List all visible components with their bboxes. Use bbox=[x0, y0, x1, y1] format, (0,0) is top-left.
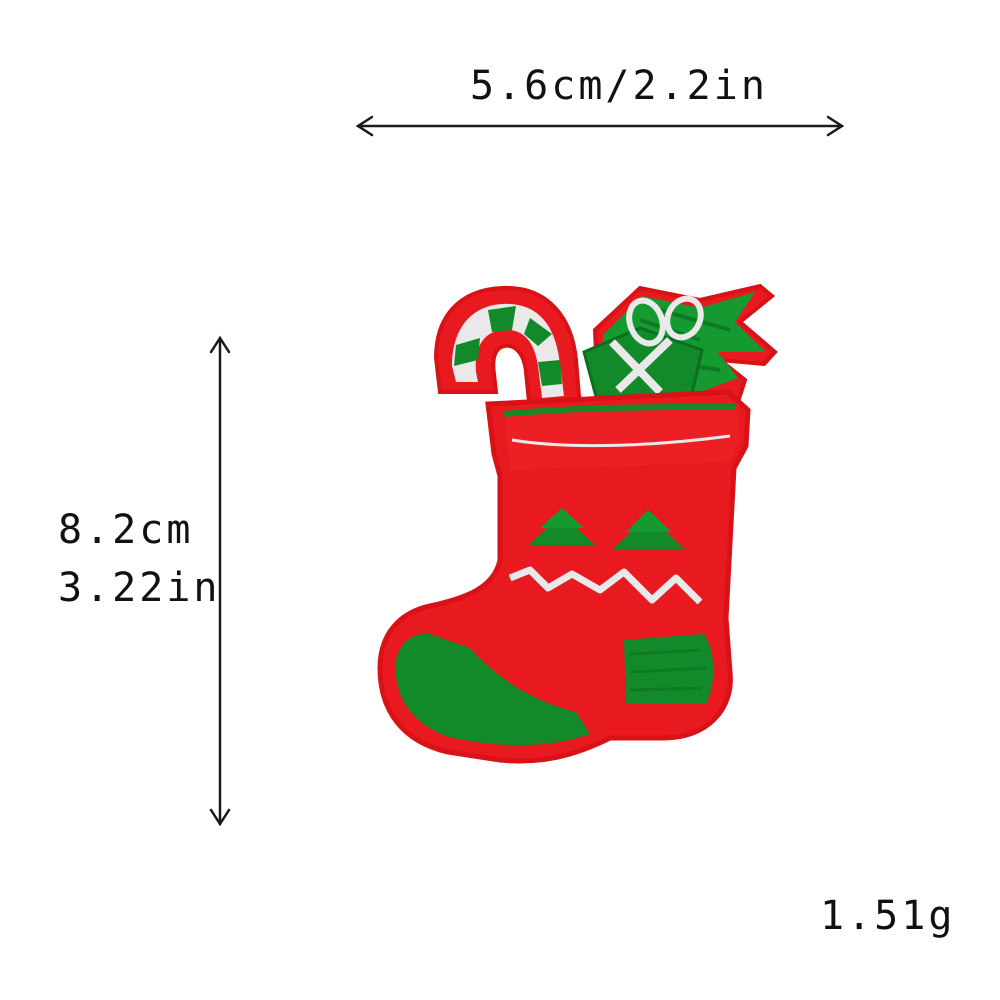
weight-label: 1.51g bbox=[820, 893, 956, 939]
height-arrow bbox=[209, 335, 231, 827]
cuff-top-stitch bbox=[503, 403, 737, 417]
cuff-bottom-stitch bbox=[511, 434, 731, 448]
width-arrow bbox=[355, 115, 845, 137]
stocking-toe bbox=[395, 633, 590, 746]
height-label-cm: 8.2cm bbox=[58, 507, 194, 553]
candy-cane-icon bbox=[433, 285, 583, 415]
stocking-cuff bbox=[504, 402, 740, 470]
tree-icon bbox=[528, 508, 686, 550]
gift-box-icon bbox=[582, 295, 704, 406]
width-label: 5.6cm/2.2in bbox=[470, 63, 768, 109]
zigzag-stitch bbox=[508, 566, 703, 605]
height-label-in: 3.22in bbox=[58, 565, 221, 611]
